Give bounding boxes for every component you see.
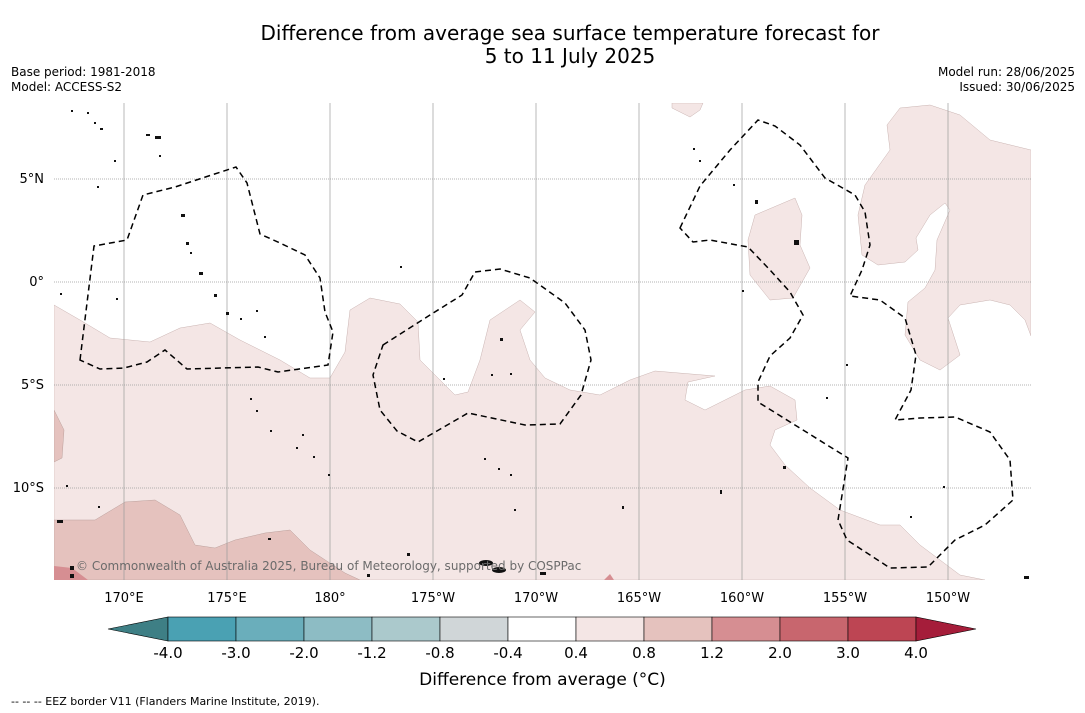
lon-label-180: 180° — [314, 591, 345, 606]
copyright-text: © Commonwealth of Australia 2025, Bureau… — [76, 559, 581, 573]
lat-label-0: 0° — [29, 275, 44, 290]
colorbar-segment — [643, 616, 713, 642]
colorbar-tick-label: 4.0 — [904, 644, 928, 662]
lon-label-160w: 160°W — [720, 591, 764, 606]
colorbar-tick-label: -0.8 — [425, 644, 454, 662]
lon-labels: 170°E 175°E 180° 175°W 170°W 165°W 160°W… — [104, 591, 970, 606]
colorbar-segment — [575, 616, 645, 642]
islands — [57, 110, 1029, 579]
colorbar-tick-label: 0.4 — [564, 644, 588, 662]
grid-lines — [54, 103, 1031, 580]
colorbar-segment — [235, 616, 305, 642]
colorbar-tick-label: -2.0 — [289, 644, 318, 662]
colorbar-segment — [507, 616, 577, 642]
eez-legend-note: -- -- -- EEZ border V11 (Flanders Marine… — [11, 695, 320, 708]
issued-date: Issued: 30/06/2025 — [959, 80, 1075, 94]
eez-line-islands — [679, 119, 1014, 569]
lon-label-150w: 150°W — [926, 591, 970, 606]
meta-right: Model run: 28/06/2025 Issued: 30/06/2025 — [938, 65, 1075, 95]
meta-left: Base period: 1981-2018 Model: ACCESS-S2 — [11, 65, 156, 95]
lat-label-5n: 5°N — [20, 172, 45, 187]
lon-label-165w: 165°W — [617, 591, 661, 606]
chart-title: Difference from average sea surface temp… — [0, 22, 1085, 68]
colorbar-segment — [167, 616, 237, 642]
map-panel — [54, 103, 1031, 580]
colorbar-min-extend — [107, 616, 169, 642]
lon-label-155w: 155°W — [823, 591, 867, 606]
colorbar-tick-label: 3.0 — [836, 644, 860, 662]
anomaly-region-light-top — [671, 103, 704, 118]
lon-label-175w: 175°W — [411, 591, 455, 606]
anomaly-region-dark-2 — [604, 574, 614, 580]
anomaly-region-light-patch — [747, 197, 811, 301]
anomaly-region-medium — [54, 499, 361, 580]
colorbar-tick-label: 2.0 — [768, 644, 792, 662]
colorbar: -4.0 -3.0 -2.0 -1.2 -0.8 -0.4 0.4 0.8 1.2 2.0 3.0 4… — [107, 616, 977, 662]
eez-tuvalu-kiribati-west — [79, 166, 334, 373]
title-line-2: 5 to 11 July 2025 — [484, 44, 656, 68]
base-period: Base period: 1981-2018 — [11, 65, 156, 79]
colorbar-tick-label: -3.0 — [221, 644, 250, 662]
colorbar-tick-label: -4.0 — [153, 644, 182, 662]
colorbar-segment — [847, 616, 917, 642]
anomaly-region-dark — [54, 566, 88, 580]
colorbar-tick-label: 1.2 — [700, 644, 724, 662]
colorbar-max-extend — [915, 616, 977, 642]
lon-label-170w: 170°W — [514, 591, 558, 606]
anomaly-region-medium-edge — [54, 409, 65, 463]
anomaly-region-light — [54, 297, 986, 580]
colorbar-segment — [303, 616, 373, 642]
lat-label-5s: 5°S — [21, 378, 44, 393]
title-line-1: Difference from average sea surface temp… — [260, 21, 880, 45]
colorbar-segment — [779, 616, 849, 642]
anomaly-region-light-east — [857, 104, 1031, 371]
model-name: Model: ACCESS-S2 — [11, 80, 123, 94]
model-run: Model run: 28/06/2025 — [937, 65, 1075, 79]
lat-label-10s: 10°S — [13, 481, 44, 496]
eez-borders — [79, 119, 1014, 569]
lat-labels: 5°N 0° 5°S 10°S — [13, 172, 44, 496]
colorbar-segment — [371, 616, 441, 642]
lon-label-175e: 175°E — [207, 591, 247, 606]
eez-phoenix — [372, 268, 592, 443]
colorbar-segment — [711, 616, 781, 642]
colorbar-tick-label: 0.8 — [632, 644, 656, 662]
colorbar-segment — [439, 616, 509, 642]
colorbar-tick-label: -1.2 — [357, 644, 386, 662]
colorbar-tick-label: -0.4 — [493, 644, 522, 662]
colorbar-label: Difference from average (°C) — [419, 670, 666, 690]
lon-label-170e: 170°E — [104, 591, 144, 606]
